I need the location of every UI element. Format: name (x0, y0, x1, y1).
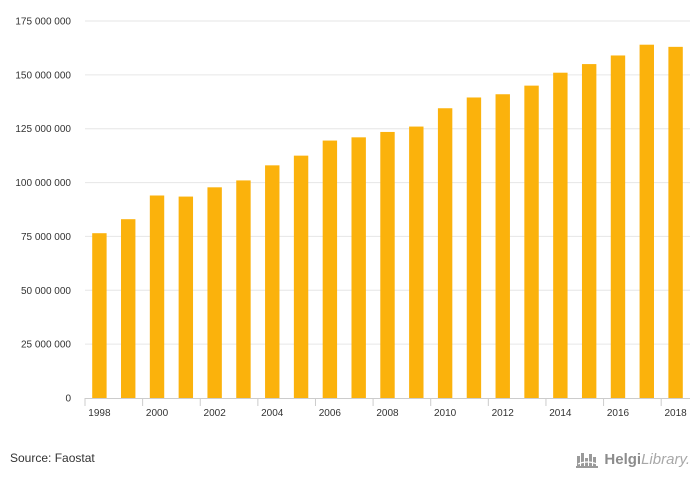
x-axis-labels: 1998 2000 2002 2004 2006 2008 2010 2012 2014 2016… (88, 408, 687, 419)
helgi-library-logo: HelgiLibrary. (576, 448, 690, 470)
logo-text-light: Library. (641, 450, 690, 468)
bar-1998 (92, 233, 107, 398)
bar-2012 (495, 94, 510, 398)
x-tick-label: 2018 (664, 408, 687, 419)
x-tick-label: 2012 (492, 408, 515, 419)
x-tick-label: 2014 (549, 408, 572, 419)
bar-2016 (610, 55, 626, 399)
y-tick-label: 150 000 000 (15, 70, 71, 81)
x-tick-label: 2010 (434, 408, 457, 419)
bar-2017 (639, 44, 654, 398)
x-tick-label: 2008 (376, 408, 399, 419)
x-tick-label: 2004 (261, 408, 284, 419)
y-tick-label: 175 000 000 (15, 17, 71, 28)
helgi-library-castle-icon (576, 453, 599, 468)
x-tick-label: 2002 (204, 408, 227, 419)
bar-2018 (668, 46, 683, 398)
bar-2004 (265, 165, 280, 398)
y-tick-label: 50 000 000 (21, 286, 71, 297)
bar-2014 (553, 72, 568, 399)
bar-2002 (207, 187, 222, 398)
bars (92, 44, 683, 399)
bar-chart: 0 25 000 000 50 000 000 75 000 000 100 000 0… (15, 17, 690, 419)
bar-2003 (236, 180, 251, 398)
bar-2013 (524, 85, 539, 398)
bar-2001 (178, 196, 194, 398)
bar-2011 (466, 97, 482, 398)
bar-2010 (437, 108, 453, 399)
source-note: Source: Faostat (10, 451, 95, 465)
y-tick-label: 75 000 000 (21, 232, 71, 243)
x-tick-label: 2006 (319, 408, 342, 419)
x-tick-label: 2016 (607, 408, 630, 419)
bar-1999 (121, 219, 136, 398)
bar-2015 (581, 64, 597, 398)
bar-2008 (380, 131, 395, 398)
bar-2005 (293, 155, 309, 398)
bar-2007 (351, 137, 366, 398)
bar-2006 (322, 140, 338, 398)
y-tick-label: 0 (65, 394, 71, 405)
x-axis-ticks (84, 398, 662, 406)
bar-2000 (149, 195, 165, 398)
y-tick-label: 100 000 000 (15, 178, 71, 189)
x-tick-label: 2000 (146, 408, 169, 419)
y-axis-labels: 0 25 000 000 50 000 000 75 000 000 100 000 0… (15, 17, 71, 405)
bar-2009 (409, 126, 424, 398)
logo-text-bold: Helgi (604, 450, 642, 468)
y-tick-label: 125 000 000 (15, 124, 71, 135)
x-tick-label: 1998 (88, 408, 111, 419)
y-tick-label: 25 000 000 (21, 340, 71, 351)
